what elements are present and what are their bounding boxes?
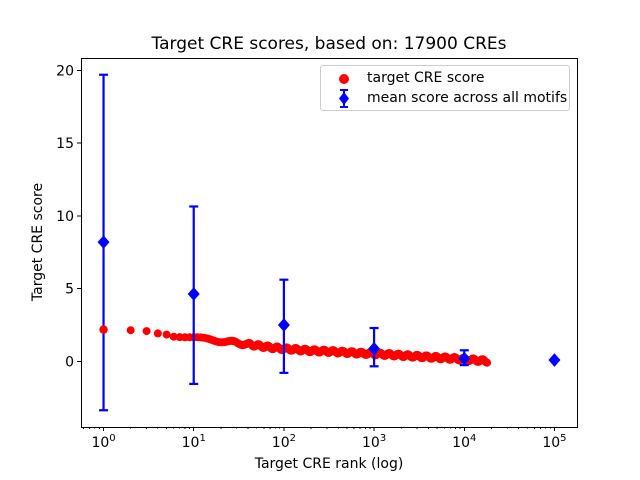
- x-tick-label: 101: [182, 433, 206, 451]
- y-tick-label: 15: [56, 136, 74, 152]
- y-axis-label: Target CRE score: [30, 182, 46, 302]
- red-series: [99, 325, 492, 367]
- legend: target CRE score mean score across all m…: [320, 65, 570, 111]
- red-point: [142, 327, 151, 336]
- x-axis-minor-ticks: [83, 427, 551, 430]
- red-point: [153, 329, 162, 338]
- mean-score-diamond: [97, 235, 110, 249]
- y-axis: 0 5 10 15 20: [56, 63, 81, 370]
- legend-marker-slot: [321, 73, 367, 84]
- red-point: [169, 332, 178, 341]
- mean-score-diamond: [458, 351, 471, 366]
- x-tick-label: 105: [542, 433, 566, 451]
- red-point: [126, 326, 135, 335]
- legend-label: mean score across all motifs: [367, 90, 568, 106]
- red-point-rank1: [99, 325, 108, 334]
- x-tick-label: 102: [272, 433, 296, 451]
- chart-title: Target CRE scores, based on: 17900 CREs: [151, 34, 507, 54]
- red-point: [483, 358, 492, 367]
- legend-item-mean-score: mean score across all motifs: [321, 88, 569, 109]
- y-tick-label: 10: [56, 209, 74, 225]
- mean-score-diamond: [368, 341, 381, 356]
- blue-diamond-errorbar-icon: [339, 89, 349, 108]
- mean-score-diamond: [548, 353, 561, 367]
- blue-diamonds: [97, 235, 561, 367]
- legend-label: target CRE score: [367, 70, 485, 86]
- y-tick-label: 5: [65, 282, 74, 298]
- x-axis-label: Target CRE rank (log): [254, 456, 404, 472]
- red-circle-marker-icon: [339, 73, 349, 84]
- x-tick-label: 104: [452, 433, 476, 451]
- red-point: [162, 330, 171, 339]
- x-tick-label: 103: [362, 433, 386, 451]
- mean-score-diamond: [277, 318, 290, 332]
- y-tick-label: 20: [56, 63, 74, 79]
- x-tick-label: 100: [91, 433, 115, 451]
- mean-score-diamond: [187, 287, 200, 301]
- legend-marker-slot: [321, 88, 367, 109]
- axes-frame: [81, 58, 578, 428]
- legend-item-target-cre-score: target CRE score: [321, 68, 569, 89]
- y-tick-label: 0: [65, 354, 74, 370]
- x-axis: 100 101 102 103 104 105: [91, 427, 567, 451]
